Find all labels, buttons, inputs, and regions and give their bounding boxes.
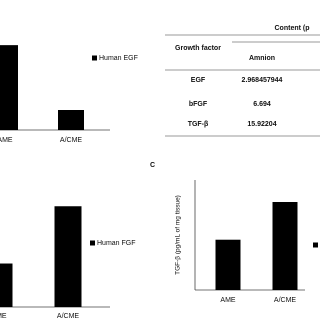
table-header: Growth factor <box>175 45 221 52</box>
legend-label: Human FGF <box>97 240 136 247</box>
legend-marker <box>313 242 318 248</box>
bar <box>215 239 241 290</box>
table-cell: EGF <box>191 77 206 84</box>
x-tick-label: A/CME <box>60 137 83 144</box>
table-cell: 2.968457944 <box>242 77 283 84</box>
x-tick-label: AME <box>0 313 7 320</box>
table-cell: TGF-β <box>188 121 209 128</box>
bar <box>54 206 82 307</box>
bar <box>0 45 18 131</box>
legend-marker <box>92 55 97 61</box>
table-cell: 6.694 <box>253 101 271 108</box>
x-tick-label: AME <box>0 137 13 144</box>
table-cell: bFGF <box>189 101 208 108</box>
bar <box>58 110 84 130</box>
y-axis-label: TGF-β (pg/mL of mg tissue) <box>175 195 182 275</box>
table-header: Amnion <box>249 55 275 62</box>
bar <box>0 263 13 307</box>
legend-label: Human EGF <box>99 55 138 62</box>
bar <box>272 202 298 290</box>
table-cell: 15.92204 <box>247 121 276 128</box>
x-tick-label: AME <box>220 297 236 304</box>
table-group-header: Content (p <box>275 25 310 32</box>
x-tick-label: A/CME <box>57 313 80 320</box>
legend-marker <box>90 240 95 246</box>
x-tick-label: A/CME <box>274 297 297 304</box>
panel-label: C <box>150 162 155 169</box>
